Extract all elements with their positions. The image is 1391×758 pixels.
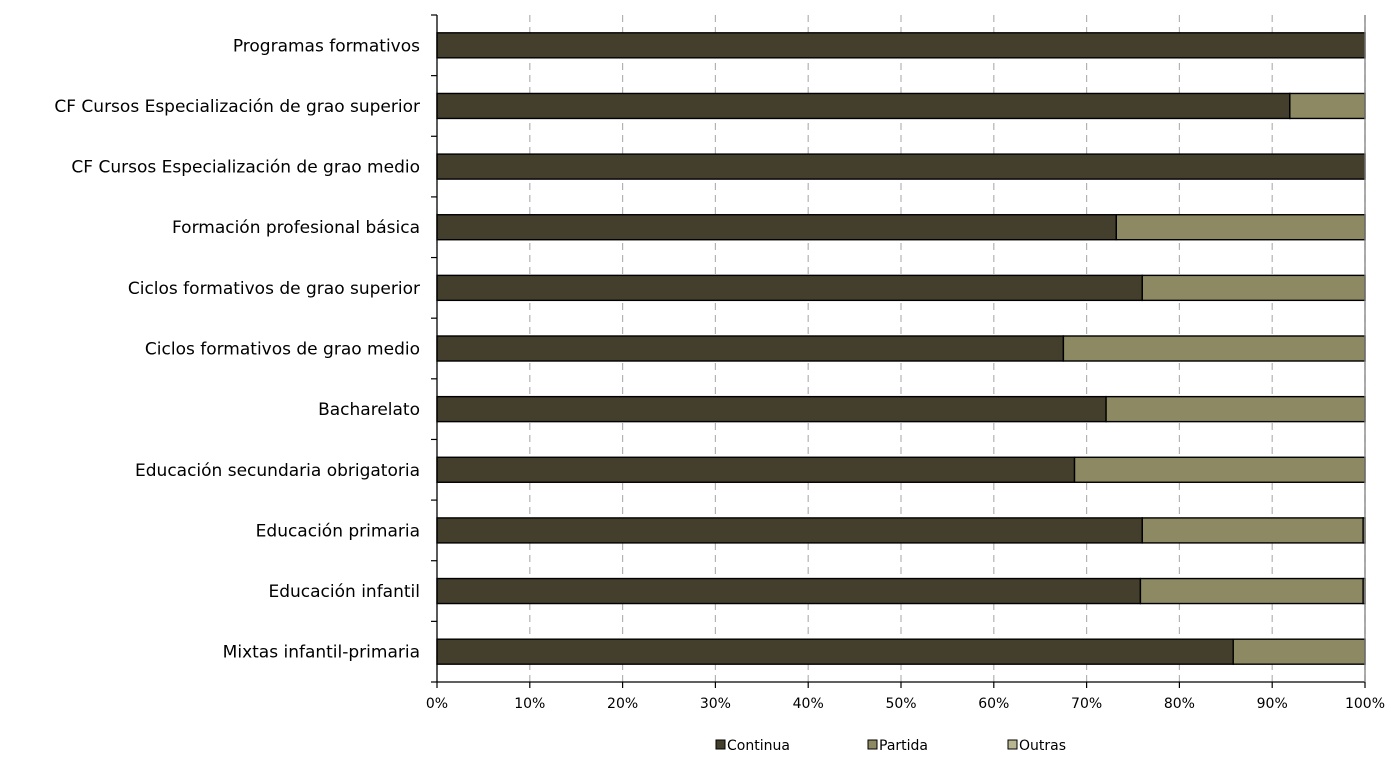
legend: Continua Partida Outras — [715, 738, 1066, 754]
category-label: CF Cursos Especialización de grao medio — [71, 158, 420, 178]
bar-segment-continua — [436, 153, 1366, 180]
bar-segment-partida — [1141, 274, 1366, 302]
x-tick-label: 10% — [514, 696, 545, 712]
bar-segment-continua — [436, 456, 1076, 483]
legend-swatch-partida — [867, 739, 878, 750]
x-tick-label: 100% — [1345, 696, 1385, 712]
category-label: CF Cursos Especialización de grao superi… — [54, 97, 420, 117]
bar-segment-continua — [436, 335, 1065, 362]
x-tick-label: 60% — [978, 696, 1009, 712]
bar-segment-partida — [1062, 335, 1366, 362]
bar-segment-continua — [436, 214, 1117, 241]
bar-segment-continua — [436, 517, 1143, 544]
bar-segment-continua — [436, 638, 1234, 665]
bar-segment-partida — [1139, 577, 1364, 605]
x-tick-labels: 0% 10% 20% 30% 40% 50% 60% 70% 80% 90% 100% — [426, 696, 1385, 712]
x-tick-label: 20% — [607, 696, 638, 712]
category-label: Educación secundaria obrigatoria — [135, 461, 420, 481]
bar-segment-continua — [436, 274, 1143, 302]
bar-segment-partida — [1141, 517, 1364, 544]
legend-label-continua: Continua — [727, 738, 790, 754]
x-tick-label: 50% — [885, 696, 916, 712]
x-tick-label: 80% — [1164, 696, 1195, 712]
category-label: Ciclos formativos de grao medio — [145, 340, 420, 360]
x-tick-label: 70% — [1071, 696, 1102, 712]
x-tick-label: 90% — [1257, 696, 1288, 712]
bar-segment-continua — [436, 32, 1366, 59]
category-label: Ciclos formativos de grao superior — [128, 279, 420, 299]
category-label: Educación primaria — [256, 521, 420, 541]
category-label: Formación profesional básica — [172, 218, 420, 238]
category-label: Mixtas infantil-primaria — [223, 643, 420, 663]
x-tick-label: 40% — [793, 696, 824, 712]
legend-swatch-continua — [715, 739, 726, 750]
bar-segment-partida — [1115, 214, 1366, 241]
legend-swatch-outras — [1007, 739, 1018, 750]
category-labels: Programas formativos CF Cursos Especializ… — [54, 36, 420, 662]
axes — [431, 14, 1366, 688]
legend-label-partida: Partida — [879, 738, 928, 754]
bar-segment-partida — [1073, 456, 1366, 483]
bar-segment-partida — [1232, 638, 1366, 665]
category-label: Programas formativos — [233, 36, 420, 56]
x-tick-label: 0% — [426, 696, 448, 712]
bar-segment-partida — [1105, 395, 1366, 423]
bar-segment-continua — [436, 395, 1107, 423]
category-label: Educación infantil — [268, 582, 420, 602]
bar-segment-continua — [436, 577, 1142, 605]
x-tick-label: 30% — [700, 696, 731, 712]
category-label: Bacharelato — [318, 400, 420, 420]
bar-segment-continua — [436, 92, 1291, 120]
legend-label-outras: Outras — [1019, 738, 1066, 754]
bar-segment-partida — [1289, 92, 1366, 120]
